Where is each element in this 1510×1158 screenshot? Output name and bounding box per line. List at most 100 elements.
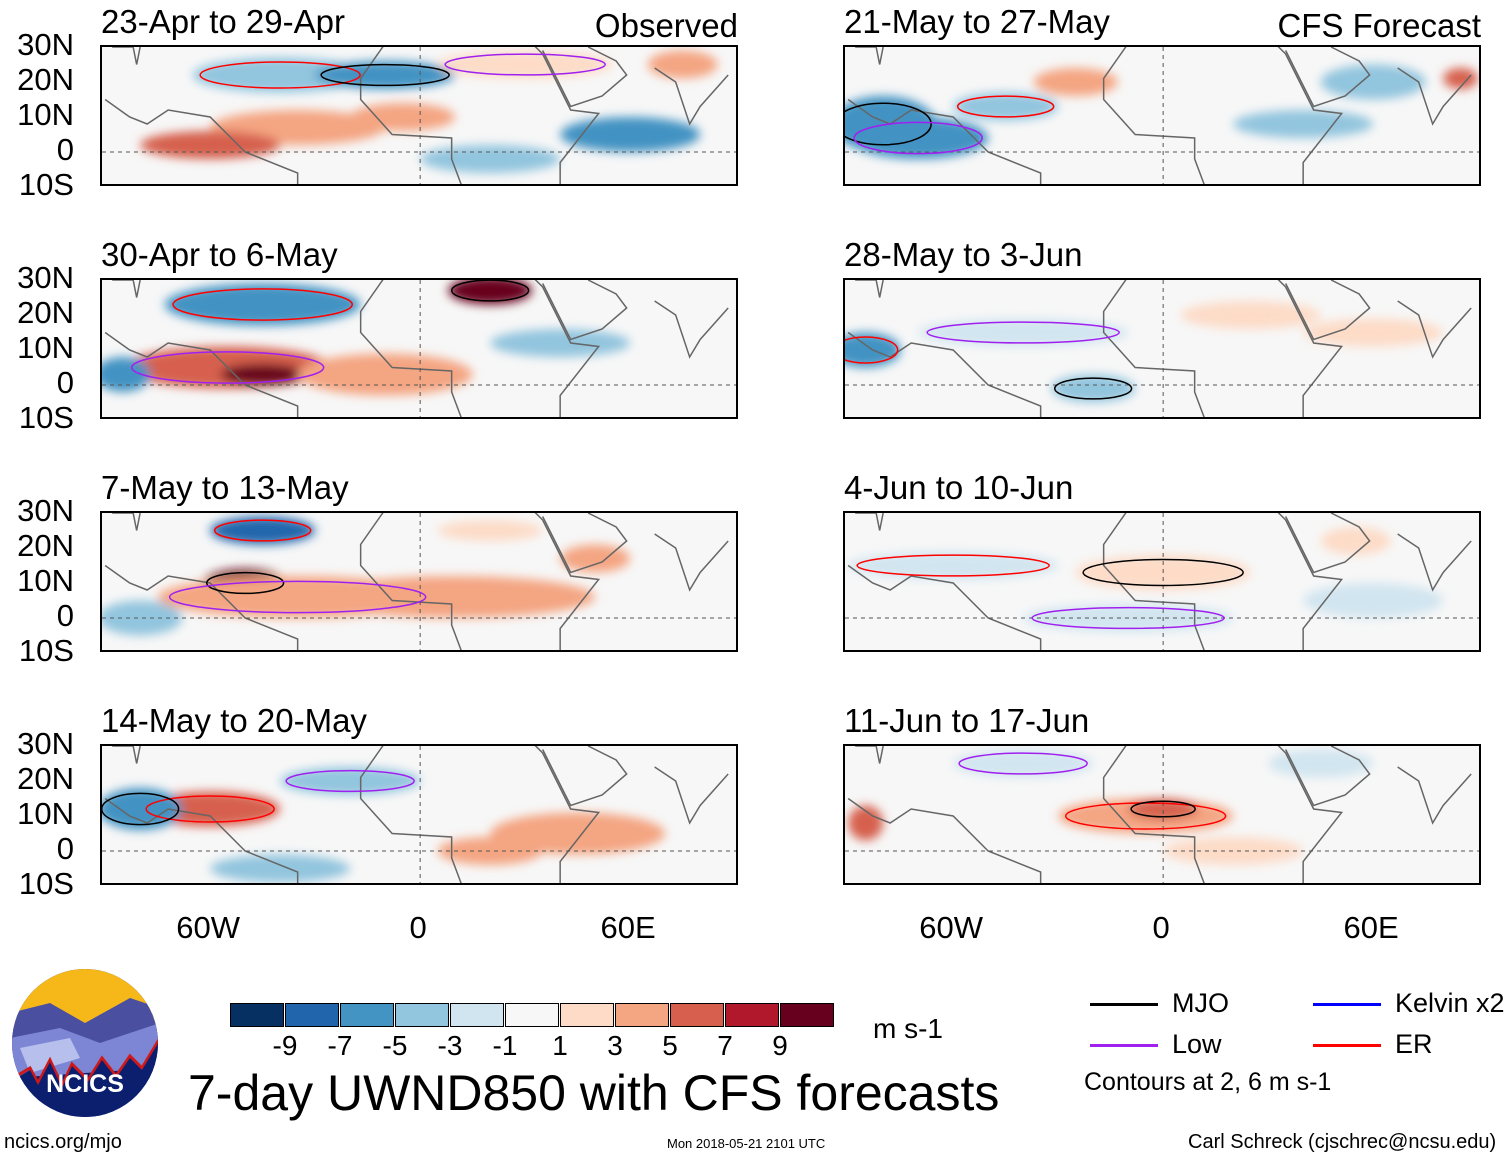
wind-anomaly-blob xyxy=(560,117,701,152)
footer-link[interactable]: ncics.org/mjo xyxy=(4,1131,122,1153)
panel-title: 30-Apr to 6-May xyxy=(101,236,338,273)
coastline xyxy=(855,280,884,298)
lat-label: 20N xyxy=(17,528,74,563)
contour-line xyxy=(199,61,361,89)
lat-label: 10S xyxy=(18,400,74,435)
legend-label: ER xyxy=(1395,1029,1433,1059)
contour-line xyxy=(285,769,415,793)
lat-label: 10S xyxy=(18,866,74,901)
coastline xyxy=(654,533,729,592)
map-panel-1 xyxy=(100,45,738,186)
legend-label: Low xyxy=(1172,1029,1222,1059)
legend-line-kelvin xyxy=(1313,1003,1381,1006)
legend-label: MJO xyxy=(1172,988,1229,1018)
wind-anomaly-blob xyxy=(1303,583,1444,618)
map-panel-2 xyxy=(100,278,738,419)
wind-anomaly-blob xyxy=(210,516,316,545)
contour-line xyxy=(172,288,353,321)
coastline xyxy=(654,300,729,359)
lat-label: 10S xyxy=(18,633,74,668)
wind-anomaly-blob xyxy=(490,329,631,357)
legend-line-mjo xyxy=(1090,1003,1158,1006)
colorbar-tick: 7 xyxy=(717,1030,733,1061)
colorbar-swatch xyxy=(340,1003,394,1027)
wind-anomaly-blob xyxy=(297,353,473,396)
contour-line xyxy=(845,336,899,364)
coastline xyxy=(1397,300,1472,359)
contour-line xyxy=(168,580,427,614)
panel-title: 11-Jun to 17-Jun xyxy=(844,702,1090,739)
wind-anomaly-blob xyxy=(848,805,884,841)
colorbar-tick: -5 xyxy=(382,1030,408,1061)
colorbar-swatch xyxy=(615,1003,669,1027)
lat-label: 30N xyxy=(17,726,74,761)
wind-anomaly-blob xyxy=(448,280,533,305)
lat-label: 30N xyxy=(17,27,74,62)
coastline xyxy=(1397,766,1472,825)
lat-label: 0 xyxy=(56,132,74,167)
wind-anomaly-blob xyxy=(315,576,596,618)
wind-anomaly-blob xyxy=(210,854,351,883)
wind-anomaly-blob xyxy=(1443,68,1479,89)
panel-title: 23-Apr to 29-Apr xyxy=(101,3,345,40)
contour-line xyxy=(926,321,1120,344)
wind-anomaly-blob xyxy=(437,520,543,541)
wind-anomaly-blob xyxy=(560,544,631,573)
logo-text: NCICS xyxy=(46,1070,124,1098)
colorbar-tick: 3 xyxy=(607,1030,623,1061)
lat-label: 20N xyxy=(17,295,74,330)
contour-line xyxy=(1082,558,1244,587)
lon-label: 60E xyxy=(600,910,656,945)
wind-anomaly-blob xyxy=(102,788,183,830)
contour-line xyxy=(856,554,1050,577)
map-panel-3 xyxy=(100,511,738,652)
wind-anomaly-blob xyxy=(1033,68,1118,96)
main-title: 7-day UWND850 with CFS forecasts xyxy=(188,1065,1000,1121)
coastline xyxy=(855,513,884,531)
lon-label: 0 xyxy=(1152,910,1170,945)
contour-line xyxy=(451,280,530,302)
coastline xyxy=(1102,513,1344,650)
colorbar-tick: 9 xyxy=(772,1030,788,1061)
coastline xyxy=(359,280,601,417)
colorbar-swatch xyxy=(395,1003,449,1027)
coastline xyxy=(1397,533,1472,592)
wind-anomaly-blob xyxy=(953,749,1094,778)
ncics-logo: NCICS xyxy=(10,968,160,1118)
wind-anomaly-blob xyxy=(1320,527,1391,555)
wind-anomaly-blob xyxy=(1268,749,1374,778)
wind-anomaly-blob xyxy=(140,131,281,159)
colorbar-swatch xyxy=(780,1003,834,1027)
coastline xyxy=(104,331,299,417)
lon-label: 60W xyxy=(176,910,241,945)
coastline xyxy=(359,47,601,184)
coastline xyxy=(104,564,299,650)
lon-label: 0 xyxy=(409,910,427,945)
contour-line xyxy=(444,53,606,76)
colorbar-tick: 1 xyxy=(552,1030,568,1061)
coastline xyxy=(847,98,1042,184)
colorbar-unit: m s-1 xyxy=(873,1013,943,1044)
coastline xyxy=(112,280,141,298)
coastline xyxy=(1102,47,1344,184)
panel-title: 7-May to 13-May xyxy=(101,469,349,506)
lat-label: 20N xyxy=(17,761,74,796)
lat-label: 10N xyxy=(17,563,74,598)
coastline xyxy=(112,746,141,764)
coastline xyxy=(359,746,601,883)
coastline xyxy=(1284,746,1371,807)
coastline xyxy=(541,513,628,574)
lat-label: 10N xyxy=(17,97,74,132)
map-panel-5 xyxy=(843,45,1481,186)
wind-anomaly-blob xyxy=(918,318,1129,347)
lat-label: 30N xyxy=(17,260,74,295)
panel-title: 21-May to 27-May xyxy=(844,3,1110,40)
contour-line xyxy=(102,792,180,826)
wind-anomaly-blob xyxy=(350,103,456,131)
lat-label: 0 xyxy=(56,365,74,400)
colorbar-swatch xyxy=(450,1003,504,1027)
lat-label: 0 xyxy=(56,598,74,633)
legend-line-low xyxy=(1090,1044,1158,1047)
wind-anomaly-blob xyxy=(1233,110,1374,138)
coastline xyxy=(654,67,729,126)
